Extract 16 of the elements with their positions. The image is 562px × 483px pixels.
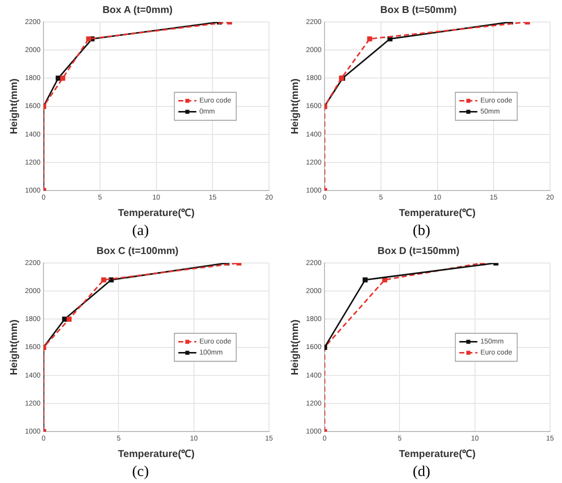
y-axis-title: Height(mm): [290, 320, 301, 376]
chart-title: Box B (t=50mm): [380, 4, 457, 16]
text: (c): [131, 463, 150, 482]
text: (d): [412, 463, 432, 482]
x-axis-title: Temperature(℃): [399, 448, 476, 460]
chart-title: Box D (t=150mm): [378, 246, 460, 257]
chart-title: Box C (t=100mm): [96, 246, 178, 257]
chart-title: Box A (t=0mm): [102, 4, 173, 16]
y-axis-title: Height(mm): [8, 78, 20, 134]
text: (a): [131, 222, 150, 241]
y-axis-title: Height(mm): [290, 78, 301, 134]
text: (b): [412, 222, 432, 241]
y-axis-title: Height(mm): [8, 320, 20, 376]
x-axis-title: Temperature(℃): [118, 448, 195, 460]
x-axis-title: Temperature(℃): [399, 208, 476, 219]
x-axis-title: Temperature(℃): [118, 208, 195, 219]
